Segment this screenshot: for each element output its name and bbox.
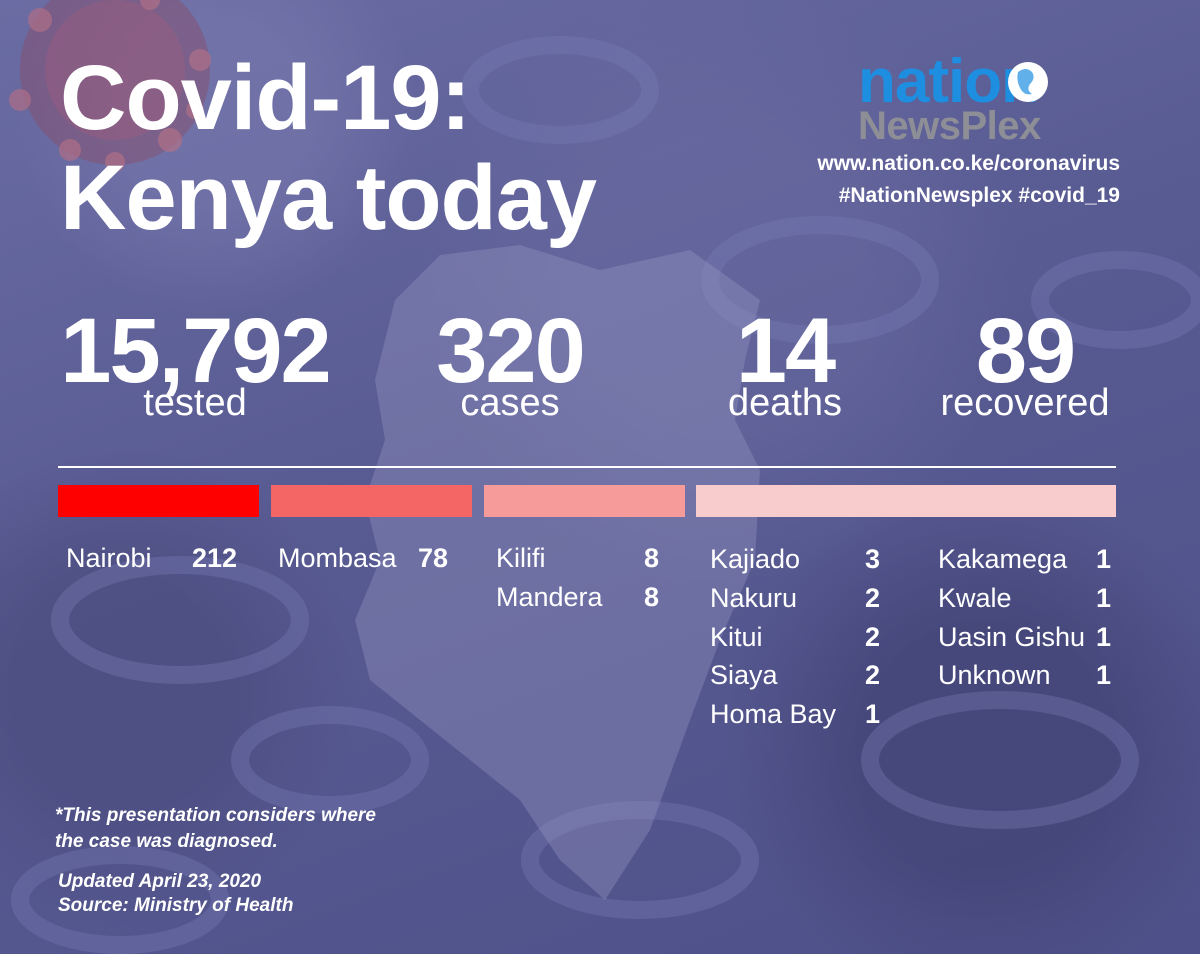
county-name: Homa Bay xyxy=(710,699,837,729)
band-level-3 xyxy=(484,485,685,517)
footnote-line-1: *This presentation considers where xyxy=(55,805,376,826)
county-name: Nairobi xyxy=(66,543,152,573)
county-count: 2 xyxy=(865,660,881,690)
newsplex-logo-text: NewsPlex xyxy=(858,104,1041,148)
county-row: Mombasa 78 xyxy=(278,545,458,575)
updated-date: Updated April 23, 2020 xyxy=(58,871,262,892)
website-url: www.nation.co.ke/coronavirus xyxy=(817,152,1120,175)
county-name: Siaya xyxy=(710,660,778,690)
county-name: Kakamega xyxy=(938,544,1068,574)
page-title-line-2: Kenya today xyxy=(60,147,597,249)
page-title-line-1: Covid-19: xyxy=(60,47,471,149)
county-row: Uasin Gishu 1 xyxy=(938,624,1118,654)
county-row: Kakamega 1 xyxy=(938,546,1118,576)
county-row: Nakuru 2 xyxy=(710,585,890,615)
county-row: Kitui 2 xyxy=(710,624,890,654)
county-count: 1 xyxy=(1096,660,1112,690)
county-count: 78 xyxy=(418,543,449,573)
county-row: Nairobi 212 xyxy=(66,545,246,575)
county-name: Unknown xyxy=(938,660,1051,690)
cases-label: cases xyxy=(460,382,560,424)
county-name: Nakuru xyxy=(710,583,798,613)
county-count: 8 xyxy=(644,543,660,573)
county-name: Mandera xyxy=(496,582,603,612)
recovered-label: recovered xyxy=(940,382,1110,424)
band-level-4 xyxy=(696,485,1116,517)
background-cells xyxy=(11,36,1200,954)
hashtags: #NationNewsplex #covid_19 xyxy=(838,184,1120,207)
band-level-2 xyxy=(271,485,472,517)
county-count: 1 xyxy=(1096,544,1112,574)
county-count: 1 xyxy=(1096,622,1112,652)
county-name: Mombasa xyxy=(278,543,397,573)
county-count: 1 xyxy=(1096,583,1112,613)
county-name: Uasin Gishu xyxy=(938,622,1086,652)
county-count: 2 xyxy=(865,583,881,613)
county-row: Mandera 8 xyxy=(496,584,676,614)
county-name: Kilifi xyxy=(496,543,546,573)
source-credit: Source: Ministry of Health xyxy=(58,895,294,916)
deaths-count: 14 xyxy=(735,300,836,402)
county-count: 8 xyxy=(644,582,660,612)
band-level-1 xyxy=(58,485,259,517)
county-row: Kajiado 3 xyxy=(710,546,890,576)
deaths-label: deaths xyxy=(727,382,843,424)
footnote-line-2: the case was diagnosed. xyxy=(55,831,278,852)
county-count: 2 xyxy=(865,622,881,652)
county-row: Kwale 1 xyxy=(938,585,1118,615)
virus-particle-icon xyxy=(9,0,211,172)
kenya-map-silhouette xyxy=(355,245,760,900)
county-count: 212 xyxy=(192,543,238,573)
section-divider xyxy=(58,466,1116,468)
nation-logo: nation xyxy=(858,47,1048,110)
county-row: Unknown 1 xyxy=(938,662,1118,692)
county-row: Homa Bay 1 xyxy=(710,701,890,731)
county-row: Siaya 2 xyxy=(710,662,890,692)
tested-label: tested xyxy=(143,382,247,424)
county-name: Kwale xyxy=(938,583,1012,613)
county-name: Kitui xyxy=(710,622,763,652)
county-count: 1 xyxy=(865,699,881,729)
tested-count: 15,792 xyxy=(60,300,331,402)
cases-count: 320 xyxy=(436,300,586,402)
county-count: 3 xyxy=(865,544,881,574)
county-name: Kajiado xyxy=(710,544,801,574)
county-row: Kilifi 8 xyxy=(496,545,676,575)
recovered-count: 89 xyxy=(975,300,1076,402)
